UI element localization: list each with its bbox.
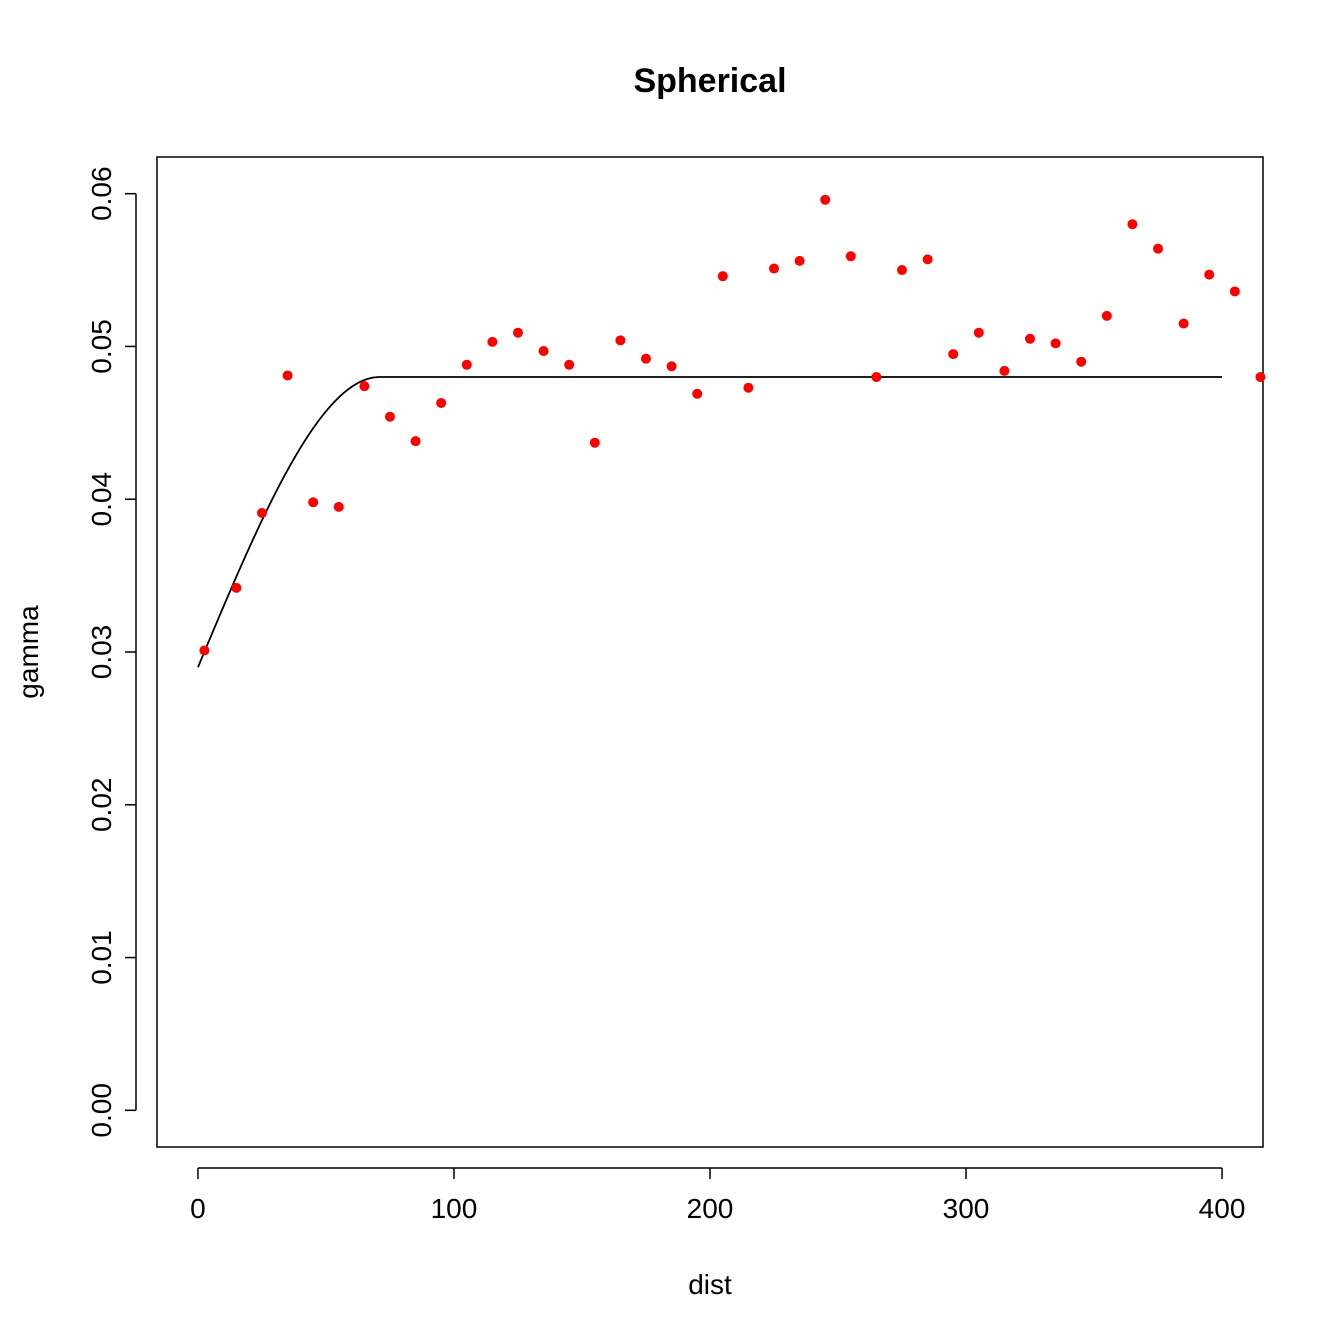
data-point: [1076, 356, 1087, 367]
data-point: [359, 381, 370, 392]
data-point: [948, 349, 959, 360]
data-point: [692, 388, 703, 399]
data-point: [922, 254, 933, 265]
data-point: [512, 327, 523, 338]
y-tick-label: 0.03: [86, 625, 117, 680]
data-point: [308, 497, 319, 508]
data-point: [436, 397, 447, 408]
data-point: [1229, 286, 1240, 297]
data-point: [743, 382, 754, 393]
data-point: [384, 411, 395, 422]
chart-title: Spherical: [633, 62, 786, 100]
data-point: [999, 365, 1010, 376]
data-point: [1255, 372, 1266, 382]
data-point: [1153, 243, 1164, 254]
x-axis-label: dist: [688, 1269, 732, 1300]
data-point: [615, 335, 626, 346]
data-point: [1025, 333, 1036, 344]
data-point: [487, 336, 498, 347]
data-point: [973, 327, 984, 338]
data-point: [589, 437, 600, 448]
y-tick-label: 0.00: [86, 1083, 117, 1138]
data-point: [564, 359, 575, 370]
data-point: [717, 271, 728, 282]
data-point: [199, 645, 210, 656]
data-point: [410, 436, 421, 447]
data-point: [1050, 338, 1061, 349]
y-tick-label: 0.06: [86, 166, 117, 221]
x-tick-label: 100: [431, 1193, 478, 1224]
data-point: [333, 501, 344, 512]
x-tick-label: 0: [190, 1193, 206, 1224]
x-axis: 0 100 200 300 400: [190, 1167, 1246, 1224]
data-point: [256, 507, 267, 518]
y-tick-label: 0.05: [86, 319, 117, 374]
plot-frame: [156, 156, 1264, 1148]
data-point: [1204, 269, 1215, 280]
data-point: [538, 346, 549, 357]
y-axis: 0.00 0.01 0.02 0.03 0.04 0.05 0.06: [86, 166, 137, 1138]
data-point: [666, 361, 677, 372]
data-point: [845, 251, 856, 262]
y-tick-label: 0.01: [86, 930, 117, 985]
y-axis-label: gamma: [13, 605, 44, 699]
y-tick-label: 0.04: [86, 472, 117, 527]
x-tick-label: 200: [687, 1193, 734, 1224]
data-point: [282, 370, 293, 381]
data-point: [461, 359, 472, 370]
data-point: [640, 353, 651, 364]
data-point: [769, 263, 780, 274]
data-point: [1178, 318, 1189, 329]
data-point: [231, 582, 242, 593]
data-point: [871, 372, 882, 382]
points-group: [199, 194, 1266, 656]
x-tick-label: 300: [943, 1193, 990, 1224]
data-point: [794, 255, 805, 266]
model-line-group: [197, 376, 1223, 668]
y-tick-label: 0.02: [86, 778, 117, 833]
x-tick-label: 400: [1199, 1193, 1246, 1224]
data-point: [897, 265, 908, 276]
data-point: [1127, 219, 1138, 230]
model-line: [197, 376, 1223, 668]
data-point: [1101, 310, 1112, 321]
data-point: [820, 194, 831, 205]
